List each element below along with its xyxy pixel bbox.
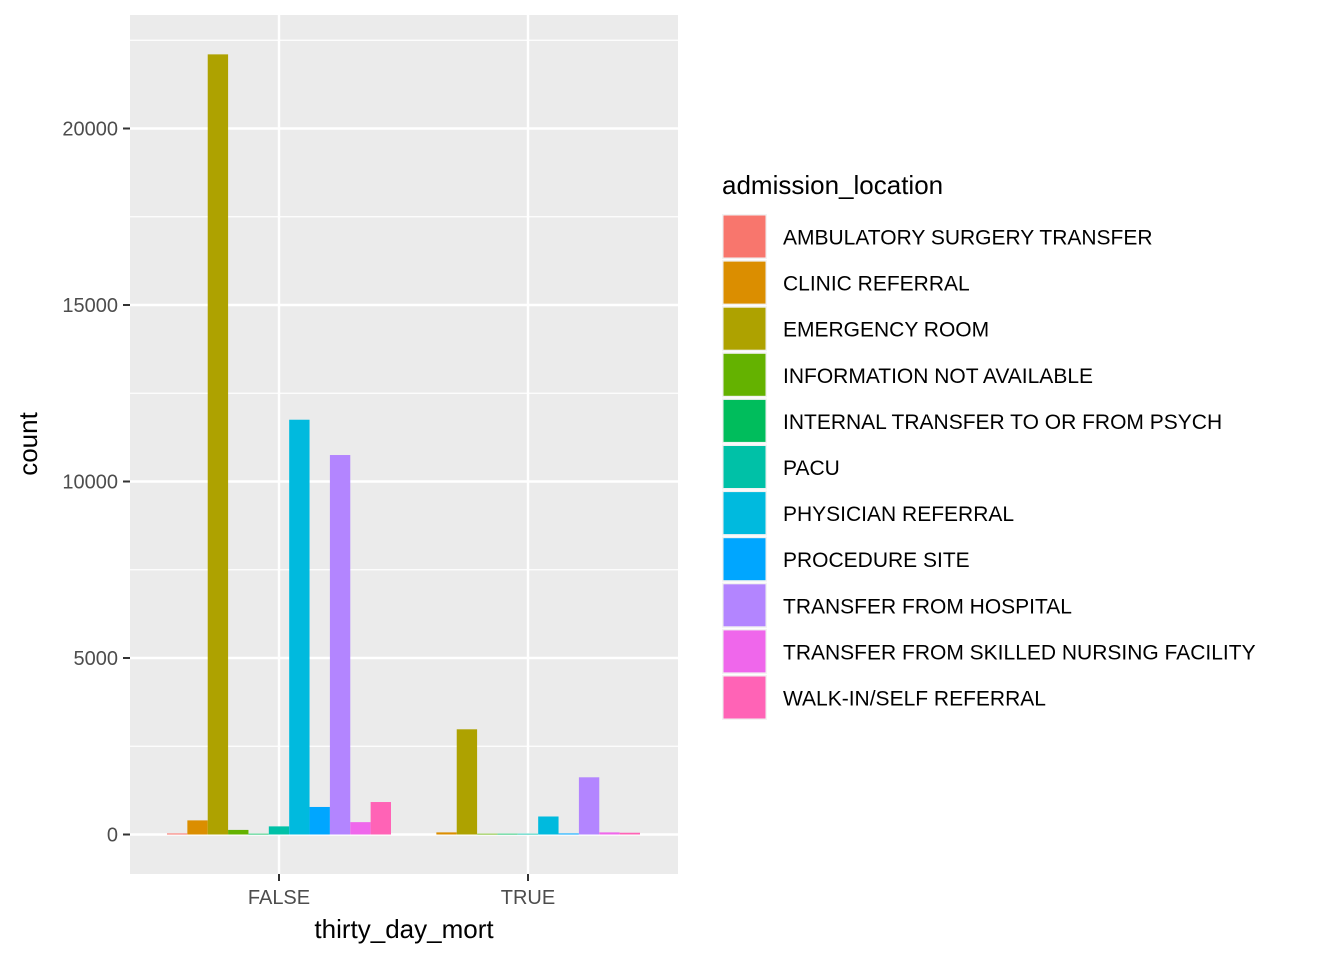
legend-key-swatch [723, 446, 766, 488]
legend-key-swatch [723, 630, 766, 673]
bars [167, 54, 640, 835]
x-axis-title: thirty_day_mort [314, 914, 494, 944]
bar [578, 777, 600, 835]
legend-label: EMERGENCY ROOM [783, 319, 989, 342]
legend-title: admission_location [722, 170, 943, 200]
y-tick-label: 10000 [62, 472, 118, 494]
legend-label: AMBULATORY SURGERY TRANSFER [783, 227, 1153, 250]
bar [497, 833, 518, 835]
bar [370, 802, 391, 835]
x-tick-label: FALSE [248, 887, 310, 909]
legend-label: INFORMATION NOT AVAILABLE [783, 365, 1093, 388]
legend-key-swatch [723, 399, 766, 442]
bar [228, 829, 249, 835]
legend-label: PHYSICIAN REFERRAL [783, 503, 1014, 526]
bar [248, 833, 269, 835]
legend-label: TRANSFER FROM SKILLED NURSING FACILITY [783, 641, 1256, 664]
bar [207, 54, 229, 835]
x-axis: FALSE TRUE [248, 874, 555, 909]
legend-key-swatch [723, 676, 766, 719]
legend-key-swatch [723, 538, 766, 581]
legend-label: CLINIC REFERRAL [783, 273, 970, 296]
y-tick-label: 20000 [62, 119, 118, 141]
legend-label: WALK-IN/SELF REFERRAL [783, 688, 1046, 711]
bar [477, 833, 498, 835]
legend-label: INTERNAL TRANSFER TO OR FROM PSYCH [783, 411, 1222, 434]
legend-label: PROCEDURE SITE [783, 549, 970, 572]
bar [167, 833, 188, 835]
y-axis: 0 5000 10000 15000 20000 [62, 119, 130, 847]
bar [517, 833, 539, 835]
bar [268, 826, 290, 835]
legend: admission_location AMBULATORY SURGERY TR… [722, 170, 1256, 720]
bar [538, 816, 559, 835]
bar [309, 806, 330, 835]
bar [329, 455, 351, 835]
bar [619, 832, 640, 835]
legend-label: PACU [783, 457, 840, 480]
legend-key-swatch [723, 353, 766, 396]
legend-key-swatch [723, 307, 766, 350]
y-tick-label: 15000 [62, 295, 118, 317]
legend-key-swatch [723, 261, 766, 304]
legend-key-swatch [723, 584, 766, 627]
y-tick-label: 0 [107, 825, 118, 847]
bar [558, 833, 579, 835]
x-tick-label: TRUE [501, 887, 555, 909]
y-axis-title: count [13, 411, 43, 475]
bar [436, 832, 457, 835]
bar [187, 820, 208, 835]
legend-key-swatch [723, 215, 766, 258]
legend-key-swatch [723, 492, 766, 535]
bar [599, 832, 620, 835]
bar [350, 822, 371, 835]
bar [456, 729, 478, 835]
bar [289, 419, 310, 835]
y-tick-label: 5000 [74, 648, 119, 670]
legend-label: TRANSFER FROM HOSPITAL [783, 595, 1072, 618]
